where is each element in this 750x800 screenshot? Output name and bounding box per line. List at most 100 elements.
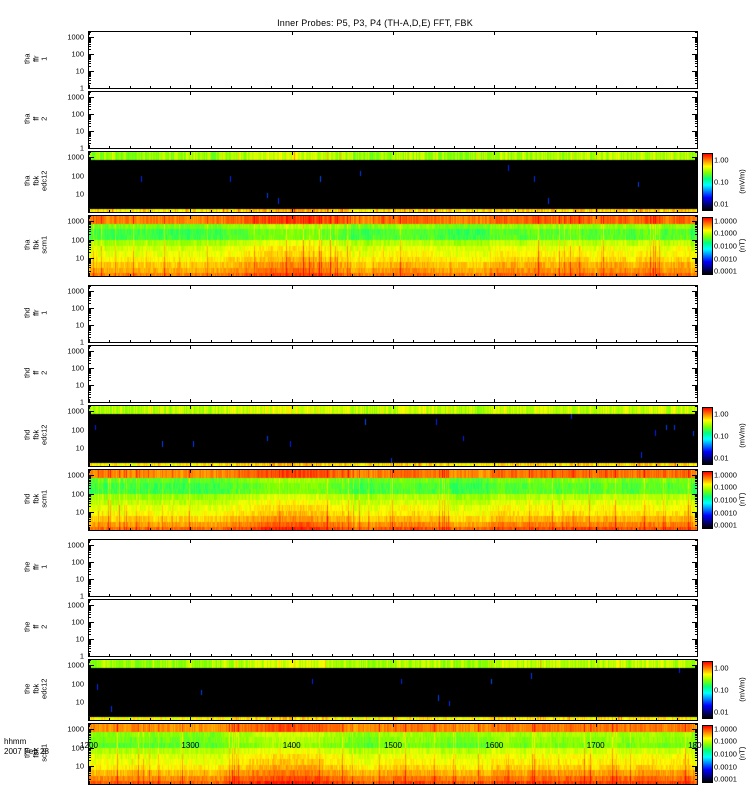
y-tick-mark [88, 451, 91, 452]
y-tick-mark [695, 119, 698, 120]
x-tick-mark-minor [109, 528, 110, 531]
y-tick-mark [695, 42, 698, 43]
y-tick-mark [692, 562, 698, 563]
panel-tha-ff-2[interactable] [88, 91, 698, 149]
y-tick-mark [695, 226, 698, 227]
panel-tha-ffr-1[interactable] [88, 31, 698, 89]
x-tick-mark [494, 653, 495, 657]
x-tick-mark-minor [616, 274, 617, 277]
y-tick-mark [692, 368, 698, 369]
y-tick-mark [695, 451, 698, 452]
panel-thd-ff-2[interactable] [88, 345, 698, 403]
x-tick-mark-minor [413, 210, 414, 213]
y-tick-mark [88, 623, 91, 624]
panel-the-ffr-1[interactable] [88, 539, 698, 597]
y-tick-mark [88, 769, 91, 770]
x-tick-mark [393, 339, 394, 343]
x-tick-mark-minor [656, 654, 657, 657]
x-tick-mark-minor [677, 594, 678, 597]
y-tick-mark [695, 198, 698, 199]
x-tick-mark-minor [271, 464, 272, 467]
y-tick-mark [695, 262, 698, 263]
y-tick-mark [695, 59, 698, 60]
panel-tha-fbk-scm1[interactable] [88, 215, 698, 277]
y-tick-mark [88, 488, 91, 489]
y-tick-mark [695, 265, 698, 266]
x-tick-mark [190, 31, 191, 35]
y-tick-mark [695, 678, 698, 679]
x-tick-mark-minor [211, 210, 212, 213]
x-tick-mark-minor [271, 594, 272, 597]
x-tick-mark-minor [109, 86, 110, 89]
y-tick-mark [695, 203, 698, 204]
y-tick-mark [695, 750, 698, 751]
y-tick-mark [88, 452, 91, 453]
x-tick-mark [697, 209, 698, 213]
panel-thd-fbk-scm1[interactable] [88, 469, 698, 531]
x-tick-mark [190, 593, 191, 597]
y-tick-mark [695, 643, 698, 644]
y-tick-mark [88, 363, 91, 364]
x-tick-mark-minor [434, 400, 435, 403]
y-tick-mark [695, 483, 698, 484]
y-tick-mark [695, 640, 698, 641]
x-tick-mark-minor [109, 340, 110, 343]
x-tick-mark-minor [332, 464, 333, 467]
y-tick-mark [88, 562, 94, 563]
x-tick-mark [494, 399, 495, 403]
x-tick-mark-minor [555, 782, 556, 785]
x-tick-mark-minor [130, 146, 131, 149]
x-tick-mark-minor [312, 464, 313, 467]
x-tick-mark [190, 215, 191, 219]
x-tick-mark-minor [454, 464, 455, 467]
y-tick-mark [88, 453, 91, 454]
panel-the-fbk-edc12[interactable] [88, 659, 698, 721]
y-tick-mark [695, 503, 698, 504]
colorbar-tha-fbk-edc12 [702, 153, 713, 211]
y-tick-mark [695, 642, 698, 643]
panel-the-fbk-scm1[interactable] [88, 723, 698, 785]
y-tick-mark [695, 397, 698, 398]
panel-tha-fbk-edc12[interactable] [88, 151, 698, 213]
y-tick-mark [692, 291, 698, 292]
y-tick-mark [88, 170, 91, 171]
y-tick-mark [695, 742, 698, 743]
y-tick-mark [88, 506, 91, 507]
x-tick-mark-minor [575, 86, 576, 89]
x-tick-mark [292, 151, 293, 155]
x-tick-mark [697, 339, 698, 343]
y-tick-mark [695, 57, 698, 58]
panel-the-ff-2[interactable] [88, 599, 698, 657]
y-tick-mark [695, 260, 698, 261]
y-tick-mark [695, 421, 698, 422]
y-tick-mark [88, 260, 91, 261]
panel-thd-ffr-1[interactable] [88, 285, 698, 343]
y-tick-mark [88, 42, 91, 43]
y-tick-mark [88, 158, 91, 159]
x-tick-mark-minor [515, 274, 516, 277]
x-tick-mark [190, 653, 191, 657]
x-tick-mark-minor [575, 528, 576, 531]
y-tick-mark [695, 480, 698, 481]
x-tick-mark-minor [150, 654, 151, 657]
y-tick-mark [88, 117, 91, 118]
y-tick-mark [695, 567, 698, 568]
y-tick-mark [695, 752, 698, 753]
y-tick-mark [692, 512, 698, 513]
y-tick-mark [695, 40, 698, 41]
y-tick-mark [88, 735, 91, 736]
y-tick-mark [695, 547, 698, 548]
x-tick-mark-minor [677, 86, 678, 89]
y-tick-mark [88, 138, 91, 139]
x-tick-mark [292, 527, 293, 531]
x-tick-mark [697, 91, 698, 95]
y-tick-mark [695, 769, 698, 770]
x-tick-mark-minor [656, 782, 657, 785]
panel-thd-fbk-edc12[interactable] [88, 405, 698, 467]
y-tick-mark [695, 564, 698, 565]
y-tick-mark [88, 414, 91, 415]
y-tick-label: 10 [75, 507, 84, 517]
x-tick-mark-minor [251, 274, 252, 277]
y-tick-mark [88, 177, 91, 178]
y-tick-mark [88, 83, 91, 84]
